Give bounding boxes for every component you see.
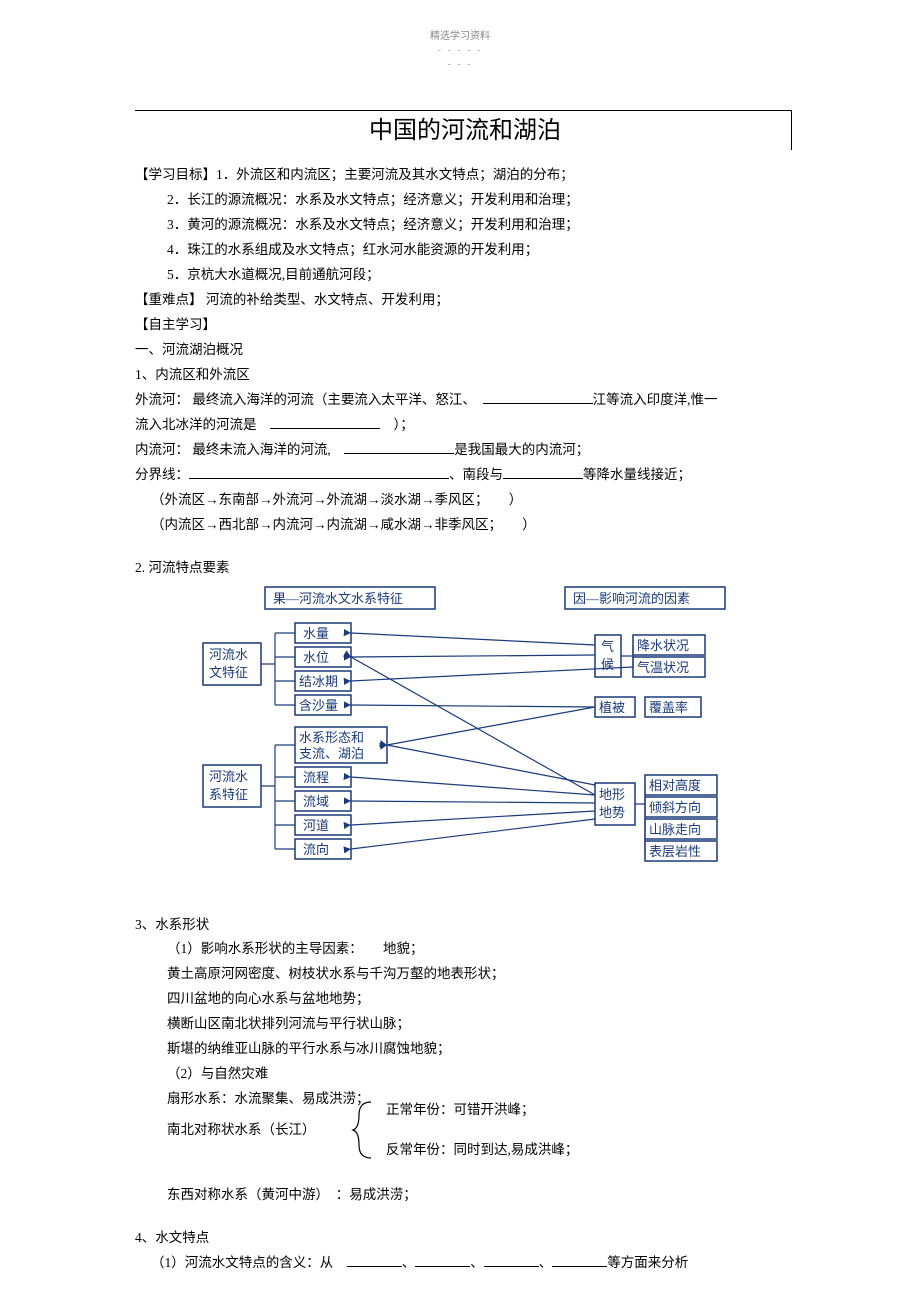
d-g1-l1: 河流水 [209, 647, 248, 662]
blank-1 [483, 390, 593, 404]
d-top-right: 因—影响河流的因素 [573, 591, 690, 606]
obj-5: 5．京杭大水道概况,目前通航河段； [135, 263, 795, 288]
s1-l4b: 、南段与 [449, 467, 503, 482]
svg-text:支流、湖泊: 支流、湖泊 [299, 746, 364, 761]
s4-l1e: 等方面来分析 [607, 1255, 688, 1270]
keypoints-line: 【重难点】 河流的补给类型、水文特点、开发利用； [135, 288, 795, 313]
s1-l2a: 流入北冰洋的河流是 [135, 417, 257, 432]
svg-text:结冰期: 结冰期 [299, 674, 338, 689]
objectives-line1: 【学习目标】1．外流区和内流区；主要河流及其水文特点；湖泊的分布； [135, 163, 795, 188]
svg-text:降水状况: 降水状况 [637, 638, 689, 653]
blank-5 [503, 465, 583, 479]
svg-text:水位: 水位 [303, 650, 329, 665]
s3-l9: 东西对称水系（黄河中游） ：易成洪涝； [135, 1183, 795, 1208]
page-title: 中国的河流和湖泊 [135, 110, 795, 145]
s1-l1b: 江等流入印度洋,惟一 [593, 392, 718, 407]
svg-text:气: 气 [601, 639, 614, 654]
obj-2: 2．长江的源流概况：水系及水文特点；经济意义；开发利用和治理； [135, 188, 795, 213]
s1-l5: （外流区→东南部→外流河→外流湖→淡水湖→季风区； ） [135, 488, 795, 513]
s1-heading: 一、河流湖泊概况 [135, 338, 795, 363]
diagram-svg: 果—河流水文水系特征 因—影响河流的因素 河流水 文特征 水量 水位 结冰期 含… [195, 585, 750, 885]
d-g1-l2: 文特征 [209, 665, 248, 680]
svg-text:植被: 植被 [599, 700, 625, 715]
wm-line3: - - - [430, 58, 490, 72]
svg-text:河道: 河道 [303, 818, 329, 833]
s1-l2: 流入北冰洋的河流是 ）； [135, 413, 795, 438]
svg-text:流向: 流向 [303, 842, 329, 857]
s3-l1: （1）影响水系形状的主导因素： 地貌； [135, 937, 795, 962]
header-watermark: 精选学习资料 - - - - - - - - [430, 30, 490, 72]
svg-text:地形: 地形 [599, 787, 625, 802]
svg-text:水量: 水量 [303, 626, 329, 641]
svg-text:系特征: 系特征 [209, 787, 248, 802]
s3-l8b: 正常年份：可错开洪峰； [386, 1098, 535, 1123]
s4-h: 4、水文特点 [135, 1226, 795, 1251]
svg-text:倾斜方向: 倾斜方向 [649, 800, 701, 815]
s1-l2b: ）； [394, 417, 414, 432]
s3-h: 3、水系形状 [135, 913, 795, 938]
s3-l4: 横断山区南北状排列河流与平行状山脉； [135, 1012, 795, 1037]
s1-l4c: 等降水量线接近； [583, 467, 691, 482]
obj-3: 3．黄河的源流概况：水系及水文特点；经济意义；开发利用和治理； [135, 213, 795, 238]
s2-heading: 2. 河流特点要素 [135, 556, 795, 581]
s3-l6: （2）与自然灾难 [135, 1062, 795, 1087]
s1-l1a: 外流河： 最终流入海洋的河流（主要流入太平洋、怒江、 [135, 392, 469, 407]
s3-l8a: 南北对称状水系（长江） [151, 1118, 351, 1143]
selfstudy-heading: 【自主学习】 [135, 313, 795, 338]
s1-l6: （内流区→西北部→内流河→内流湖→咸水湖→非季风区； ） [135, 513, 795, 538]
svg-text:气温状况: 气温状况 [637, 660, 689, 675]
blank-8 [484, 1253, 539, 1267]
brace-icon [351, 1100, 381, 1160]
objectives-heading: 【学习目标】 [135, 167, 216, 182]
page-content: 中国的河流和湖泊 【学习目标】1．外流区和内流区；主要河流及其水文特点；湖泊的分… [135, 110, 795, 1276]
svg-text:河流水: 河流水 [209, 769, 248, 784]
s1-l3a: 内流河： 最终未流入海洋的河流, [135, 442, 331, 457]
svg-text:水系形态和: 水系形态和 [299, 730, 364, 745]
d-top-left: 果—河流水文水系特征 [273, 591, 403, 606]
svg-text:相对高度: 相对高度 [649, 778, 701, 793]
keypoints-text: 河流的补给类型、水文特点、开发利用； [203, 292, 449, 307]
svg-text:覆盖率: 覆盖率 [649, 700, 688, 715]
svg-text:含沙量: 含沙量 [299, 698, 338, 713]
obj-4: 4．珠江的水系组成及水文特点；红水河水能资源的开发利用； [135, 238, 795, 263]
s3-l5: 斯堪的纳维亚山脉的平行水系与冰川腐蚀地貌； [135, 1037, 795, 1062]
s1-l4: 分界线： 、南段与 等降水量线接近； [135, 463, 795, 488]
blank-9 [552, 1253, 607, 1267]
svg-text:表层岩性: 表层岩性 [649, 844, 701, 859]
blank-3 [344, 440, 454, 454]
blank-7 [415, 1253, 470, 1267]
blank-6 [347, 1253, 402, 1267]
keypoints-heading: 【重难点】 [135, 292, 203, 307]
s4-l1: （1）河流水文特点的含义：从 、、、等方面来分析 [135, 1251, 795, 1276]
s3-l3: 四川盆地的向心水系与盆地地势； [135, 987, 795, 1012]
river-diagram: 果—河流水文水系特征 因—影响河流的因素 河流水 文特征 水量 水位 结冰期 含… [195, 585, 750, 885]
svg-text:流程: 流程 [303, 770, 329, 785]
s3-l2: 黄土高原河网密度、树枝状水系与千沟万壑的地表形状； [135, 962, 795, 987]
s1-l3b: 是我国最大的内流河； [454, 442, 589, 457]
svg-text:地势: 地势 [599, 805, 625, 820]
wm-line2: - - - - - [430, 44, 490, 58]
s3-l8c: 反常年份：同时到达,易成洪峰； [386, 1138, 578, 1163]
s1-sub1: 1、内流区和外流区 [135, 363, 795, 388]
obj-1: 1．外流区和内流区；主要河流及其水文特点；湖泊的分布； [216, 167, 574, 182]
s1-l4a: 分界线： [135, 467, 189, 482]
blank-2 [270, 415, 380, 429]
svg-text:流域: 流域 [303, 794, 329, 809]
brace-block: 南北对称状水系（长江） 正常年份：可错开洪峰； 反常年份：同时到达,易成洪峰； [151, 1118, 795, 1143]
svg-text:候: 候 [601, 657, 614, 672]
s1-l1: 外流河： 最终流入海洋的河流（主要流入太平洋、怒江、 江等流入印度洋,惟一 [135, 388, 795, 413]
wm-line1: 精选学习资料 [430, 30, 490, 44]
blank-4 [189, 465, 449, 479]
s4-l1a: （1）河流水文特点的含义：从 [151, 1255, 333, 1270]
svg-text:山脉走向: 山脉走向 [649, 822, 701, 837]
s1-l3: 内流河： 最终未流入海洋的河流, 是我国最大的内流河； [135, 438, 795, 463]
